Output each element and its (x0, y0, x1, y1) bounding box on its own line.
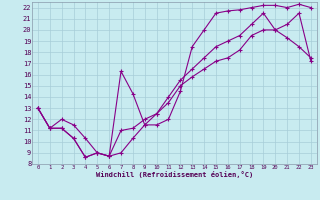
X-axis label: Windchill (Refroidissement éolien,°C): Windchill (Refroidissement éolien,°C) (96, 171, 253, 178)
